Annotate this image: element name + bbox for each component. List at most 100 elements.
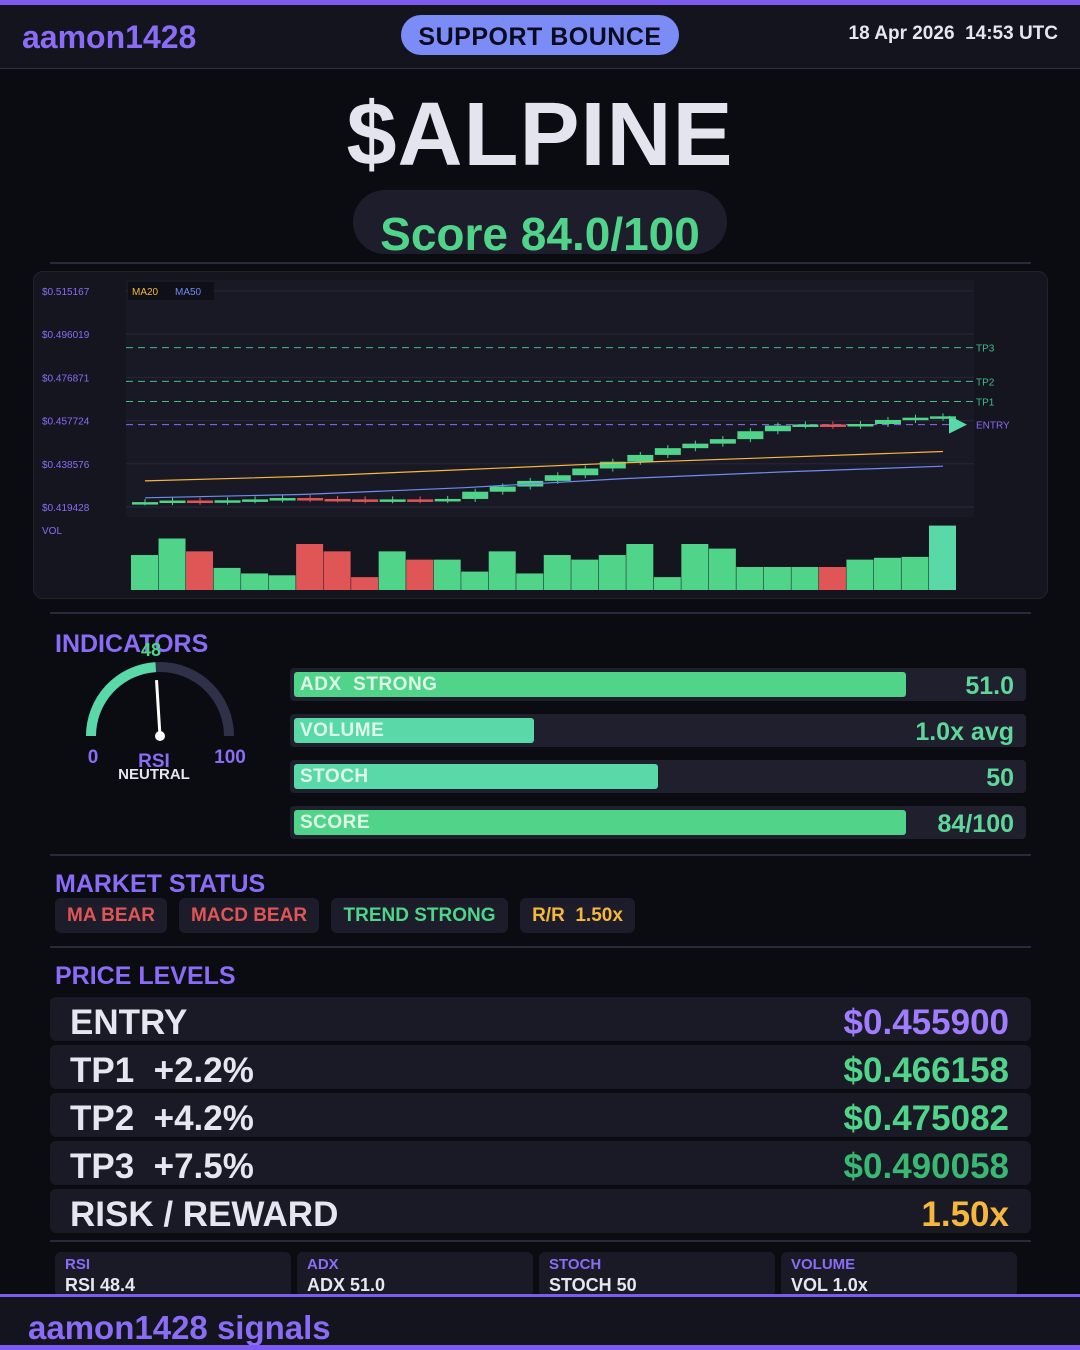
ma50-line [144, 465, 944, 499]
score-badge: Score 84.0/100 [353, 190, 727, 254]
mini-stat-label: RSI [65, 1256, 91, 1273]
bottom-accent-line [0, 1345, 1080, 1350]
candle [930, 416, 956, 419]
ma20-line [144, 450, 944, 482]
bar-label: VOLUME [300, 720, 385, 741]
candle [214, 500, 241, 503]
gauge-value: 48 [141, 640, 161, 660]
level-label-tp1: TP1 [976, 398, 995, 409]
candle [434, 498, 461, 502]
chip-risk-reward: R/R 1.50x [520, 898, 635, 933]
rsi-gauge: 48 0 100 RSI NEUTRAL [86, 640, 246, 783]
volume-bar [901, 556, 929, 590]
level-name: RISK / REWARD [70, 1195, 339, 1234]
level-price: $0.466158 [843, 1051, 1009, 1090]
volume-bar [158, 538, 186, 590]
gauge-min: 0 [88, 747, 99, 768]
gauge-fill [86, 662, 157, 737]
candle [737, 431, 764, 440]
gauge-state: NEUTRAL [118, 766, 190, 783]
mini-stat-label: ADX [307, 1256, 339, 1273]
chip-ma-bear: MA BEAR [55, 898, 167, 933]
candle [352, 499, 379, 502]
mini-stat-value: VOL 1.0x [791, 1275, 868, 1295]
level-row-entry: ENTRY $0.455900 [50, 997, 1031, 1042]
candle [489, 486, 516, 492]
mini-stat-stoch: STOCH STOCH 50 [539, 1252, 775, 1297]
candle [599, 461, 626, 469]
gauge-needle [155, 680, 162, 737]
y-tick-label: $0.419428 [42, 503, 90, 514]
volume-bar [241, 573, 269, 590]
mini-stat-value: RSI 48.4 [65, 1275, 136, 1295]
volume-bar [213, 567, 241, 590]
candle [379, 499, 406, 502]
level-label-tp2: TP2 [976, 377, 995, 388]
bar-fill [294, 810, 906, 835]
volume-bar [433, 559, 461, 590]
bar-value: 51.0 [965, 672, 1014, 700]
level-name: TP1 +2.2% [70, 1051, 254, 1090]
mini-stat-label: STOCH [549, 1256, 602, 1273]
level-label-tp3: TP3 [976, 344, 995, 355]
score-label: Score 84.0/100 [380, 208, 700, 254]
header-bar: aamon1428 SUPPORT BOUNCE 18 Apr 2026 14:… [0, 5, 1080, 69]
divider [50, 612, 1031, 614]
divider [50, 854, 1031, 856]
volume-bar [378, 551, 406, 590]
bar-fill [294, 718, 535, 743]
volume-bar [323, 551, 351, 590]
candle [407, 499, 434, 502]
top-accent-line [0, 0, 1080, 5]
candle [187, 500, 214, 504]
price-chart-panel: $0.515167 $0.496019 $0.476871 $0.457724 $0.4… [33, 271, 1048, 599]
brand-name: aamon1428 [22, 19, 197, 55]
candle [132, 502, 158, 505]
y-tick-label: $0.438576 [42, 460, 90, 471]
candle [462, 491, 489, 499]
gauge-hub [155, 731, 165, 741]
bar-fill [294, 672, 906, 697]
y-tick-label: $0.515167 [42, 287, 90, 298]
volume-bar [708, 548, 736, 590]
volume-bar [873, 557, 901, 590]
bar-label: ADX STRONG [300, 674, 438, 695]
volume-bar [736, 567, 764, 590]
timestamp: 18 Apr 2026 14:53 UTC [848, 23, 1058, 44]
candle [902, 417, 929, 421]
price-levels-title: PRICE LEVELS [55, 962, 236, 990]
level-price: $0.490058 [843, 1147, 1009, 1186]
level-price: $0.475082 [843, 1099, 1009, 1138]
score-bar: SCORE 84/100 [290, 806, 1026, 839]
volume-bar [131, 555, 158, 590]
y-tick-label: $0.457724 [42, 417, 90, 428]
candle [627, 454, 654, 462]
chip-macd-bear: MACD BEAR [179, 898, 319, 933]
mini-stat-adx: ADX ADX 51.0 [297, 1252, 533, 1297]
volume-bar [818, 567, 846, 590]
candle [654, 448, 681, 455]
candle [544, 475, 571, 481]
divider [50, 1240, 1031, 1242]
market-status-title: MARKET STATUS [55, 870, 266, 898]
level-price: $0.455900 [843, 1003, 1009, 1042]
volume-bar [268, 575, 296, 590]
volume-bar [186, 551, 214, 590]
volume-bar [929, 525, 956, 590]
volume-bar [571, 559, 599, 590]
volume-bar [681, 544, 709, 590]
volume-bar [791, 567, 819, 590]
divider [50, 946, 1031, 948]
price-chart: $0.515167 $0.496019 $0.476871 $0.457724 $0.4… [42, 280, 1010, 590]
level-name: TP3 +7.5% [70, 1147, 254, 1186]
volume-bar [516, 573, 544, 590]
volume-bar: VOLUME 1.0x avg [290, 714, 1026, 747]
level-name: TP2 +4.2% [70, 1099, 254, 1138]
volume-bar [626, 544, 654, 590]
level-row-tp3: TP3 +7.5% $0.490058 [50, 1141, 1031, 1186]
gauge-name: RSI [138, 751, 170, 772]
mini-stat-label: VOLUME [791, 1256, 856, 1273]
bar-value: 50 [986, 764, 1014, 792]
bar-value: 1.0x avg [915, 718, 1014, 746]
stoch-bar: STOCH 50 [290, 760, 1026, 793]
